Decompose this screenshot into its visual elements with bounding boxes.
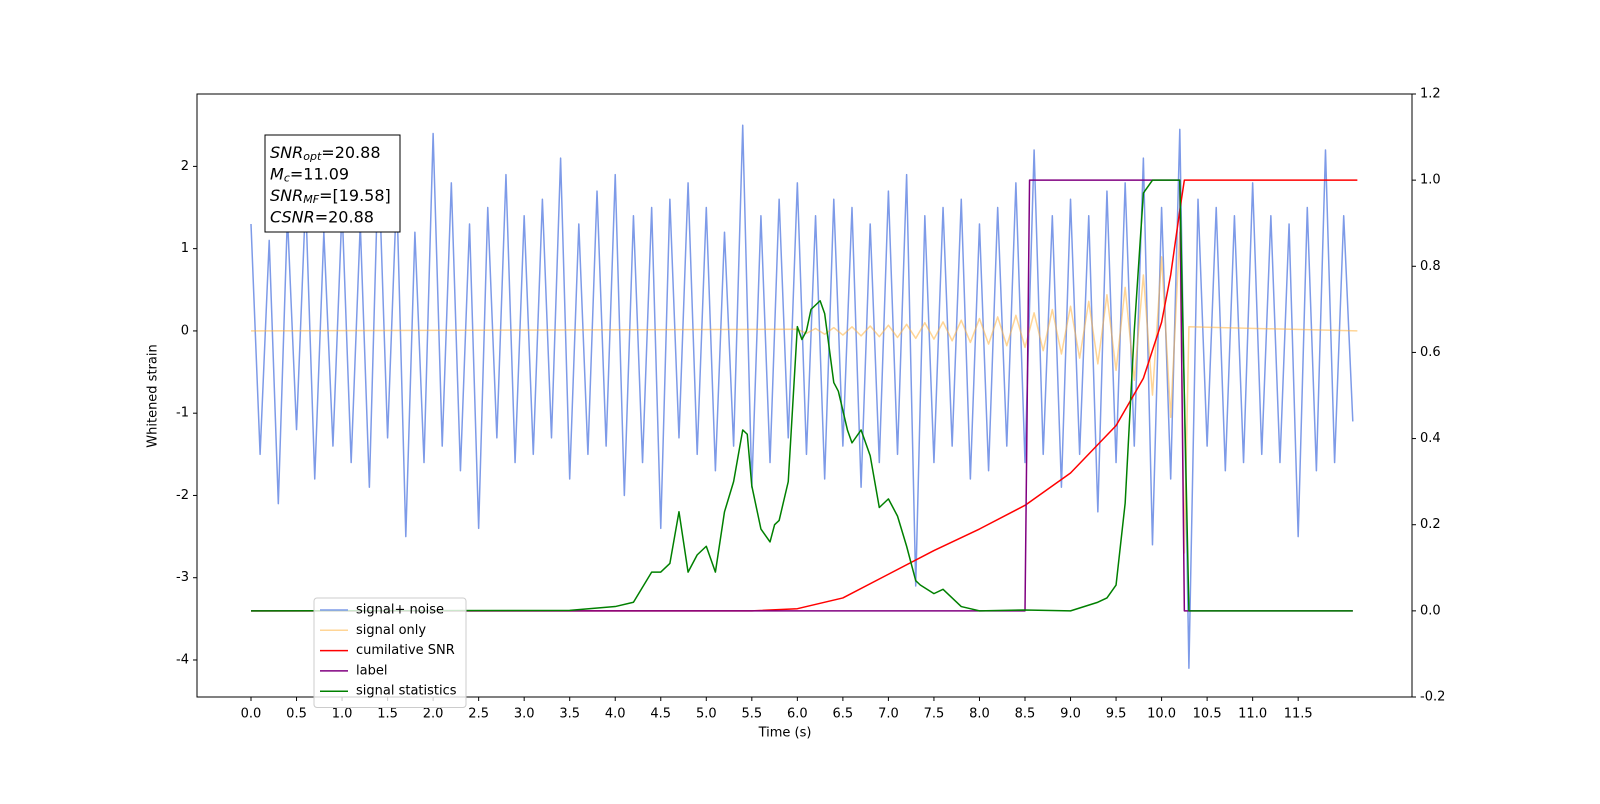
annotation-symbol: SNR	[270, 186, 303, 205]
y2-tick-label: 0.2	[1420, 517, 1441, 532]
annotation-line: Mc=11.09	[270, 164, 349, 185]
annotation-line: SNRopt=20.88	[270, 143, 381, 164]
legend-label: signal only	[356, 623, 426, 638]
x-tick-label: 10.5	[1193, 707, 1222, 722]
x-tick-label: 1.0	[332, 707, 353, 722]
x-tick-label: 0.5	[286, 707, 307, 722]
y-axis-label: Whitened strain	[146, 344, 161, 447]
y2-tick-label: 1.2	[1420, 87, 1441, 102]
x-tick-label: 11.5	[1284, 707, 1313, 722]
legend-label: signal statistics	[356, 684, 457, 699]
x-tick-label: 6.5	[833, 707, 854, 722]
legend: signal+ noise signal only cumilative SNR la…	[313, 597, 467, 708]
annotation-line: SNRMF=[19.58]	[270, 186, 391, 207]
annotation-symbol: SNR	[270, 143, 303, 162]
x-tick-label: 5.0	[696, 707, 717, 722]
series-line	[250, 231, 1358, 554]
x-tick-label: 6.0	[787, 707, 808, 722]
y-tick-label: 1	[181, 241, 189, 256]
annotation-value: =20.88	[315, 207, 374, 226]
legend-box	[313, 597, 467, 708]
y2-tick-label: 1.0	[1420, 173, 1441, 188]
annotation-value: =[19.58]	[319, 186, 391, 205]
y-tick-label: -2	[176, 488, 189, 503]
y2-tick-label: 0.8	[1420, 259, 1441, 274]
annotation-symbol: CSNR	[270, 207, 315, 226]
y2-tick-label: 0.6	[1420, 345, 1441, 360]
x-tick-label: 7.0	[878, 707, 899, 722]
x-tick-label: 0.0	[241, 707, 262, 722]
x-tick-label: 4.0	[605, 707, 626, 722]
series-line	[251, 179, 1358, 612]
x-axis-label: Time (s)	[758, 726, 812, 741]
x-tick-label: 2.0	[423, 707, 444, 722]
x-tick-label: 10.0	[1147, 707, 1176, 722]
legend-label: signal+ noise	[356, 603, 444, 618]
x-tick-label: 2.5	[468, 707, 489, 722]
annotation-line: CSNR=20.88	[270, 207, 374, 226]
x-tick-label: 9.5	[1106, 707, 1127, 722]
annotation-box	[264, 134, 401, 233]
y2-tick-label: -0.2	[1420, 690, 1445, 705]
x-tick-label: 9.0	[1060, 707, 1081, 722]
y-tick-label: -3	[176, 570, 189, 585]
x-tick-label: 4.5	[650, 707, 671, 722]
x-tick-label: 7.5	[924, 707, 945, 722]
x-tick-label: 11.0	[1238, 707, 1267, 722]
x-tick-label: 8.0	[969, 707, 990, 722]
x-tick-label: 1.5	[377, 707, 398, 722]
annotation-value: =20.88	[321, 143, 380, 162]
annotation-subscript: MF	[303, 193, 319, 206]
y-tick-label: 0	[181, 323, 189, 338]
x-tick-label: 8.5	[1015, 707, 1036, 722]
annotation-value: =11.09	[290, 164, 349, 183]
annotation-subscript: c	[284, 172, 290, 185]
y2-tick-label: 0.0	[1420, 603, 1441, 618]
legend-label: label	[356, 663, 387, 678]
y-tick-label: -4	[176, 652, 189, 667]
series-line	[250, 179, 1353, 612]
x-tick-label: 3.5	[559, 707, 580, 722]
y-tick-label: 2	[181, 159, 189, 174]
legend-label: cumilative SNR	[356, 643, 455, 658]
series-line	[250, 124, 1354, 669]
plot-frame	[196, 93, 1413, 698]
annotation: SNRopt=20.88Mc=11.09SNRMF=[19.58]CSNR=20…	[264, 134, 401, 233]
annotation-symbol: M	[270, 164, 284, 183]
y-tick-label: -1	[176, 406, 189, 421]
annotation-subscript: opt	[303, 150, 322, 163]
y2-tick-label: 0.4	[1420, 431, 1441, 446]
x-tick-label: 5.5	[741, 707, 762, 722]
x-tick-label: 3.0	[514, 707, 535, 722]
